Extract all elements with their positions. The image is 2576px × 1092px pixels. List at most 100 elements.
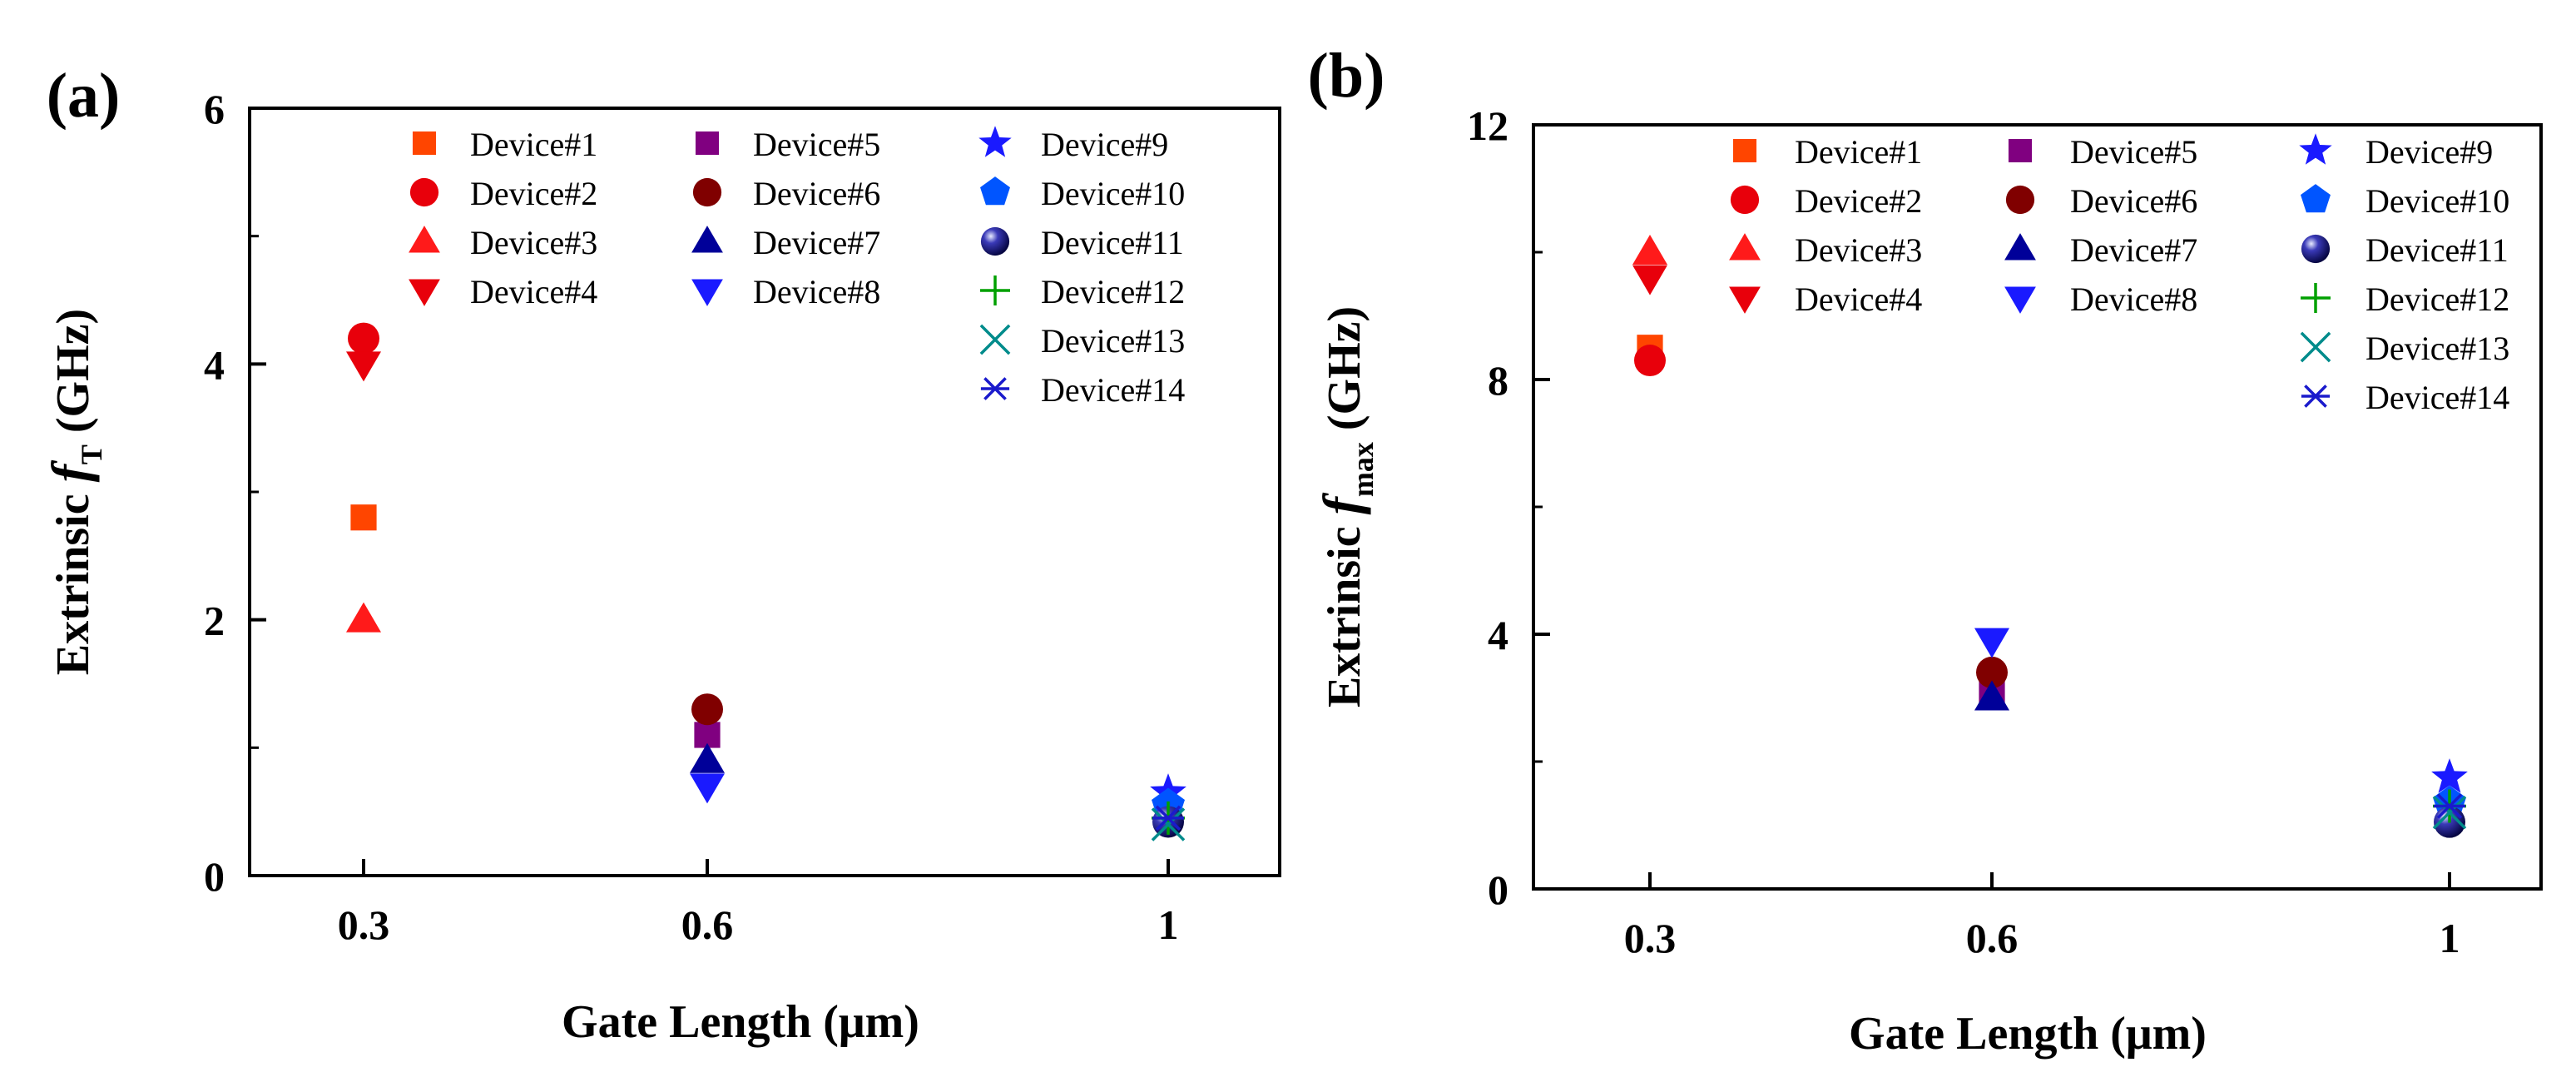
legend-label: Device#12	[2365, 280, 2509, 318]
legend-label: Device#11	[2365, 231, 2509, 269]
legend-marker	[692, 177, 722, 207]
legend-label: Device#3	[1795, 231, 1922, 269]
legend-label: Device#4	[470, 273, 597, 310]
legend-marker	[978, 126, 1012, 157]
data-point	[2434, 793, 2465, 819]
panel-b: (b) 0 4 8 12 0.3 0.6 1 Gate Length (μm) Extrinsic…	[1308, 41, 2543, 1060]
legend-label: Device#13	[1041, 322, 1185, 360]
data-point	[350, 504, 377, 531]
legend-label: Device#7	[2070, 231, 2197, 269]
legend-marker	[2299, 133, 2332, 165]
data-point	[346, 602, 381, 633]
legend-marker	[980, 226, 1010, 256]
data-point	[2431, 758, 2468, 793]
legend: Device#1 Device#2 Device#3 Device#4 Device#5…	[409, 126, 1185, 409]
legend-label: Device#8	[753, 273, 880, 310]
panel-a: (a) 0 2 4 6 0.3 0.6 1 Gate Length (μm) Extrinsic …	[41, 61, 1281, 1048]
legend-label: Device#11	[1041, 224, 1184, 261]
y-tick-label: 12	[1467, 102, 1508, 149]
data-point	[1974, 680, 2009, 711]
y-tick-label: 4	[1488, 612, 1508, 658]
legend-label: Device#9	[2365, 133, 2493, 171]
legend-marker	[2301, 234, 2331, 264]
legend-marker	[412, 131, 437, 156]
y-tick-label: 6	[204, 86, 225, 132]
legend-marker	[2301, 283, 2331, 313]
legend-label: Device#14	[1041, 371, 1185, 409]
panel-label: (a)	[47, 61, 121, 131]
legend-label: Device#10	[2365, 182, 2509, 220]
data-point	[348, 322, 379, 355]
legend-label: Device#4	[1795, 280, 1922, 318]
legend-label: Device#10	[1041, 175, 1185, 212]
y-tick-label: 2	[204, 598, 225, 644]
legend-marker	[2301, 184, 2331, 213]
legend-marker	[2005, 185, 2035, 215]
legend-marker	[2300, 331, 2331, 363]
data-point	[1632, 265, 1667, 295]
legend-label: Device#5	[2070, 133, 2197, 171]
data-points	[346, 322, 1186, 841]
legend-marker	[409, 177, 439, 207]
data-points	[1632, 235, 2468, 838]
x-tick-label: 0.6	[1966, 915, 2019, 961]
data-point	[690, 742, 725, 773]
data-point	[690, 773, 725, 804]
y-tick-label: 8	[1488, 357, 1508, 404]
data-point	[1974, 628, 2009, 658]
legend-marker	[2008, 138, 2033, 163]
data-point	[1151, 807, 1186, 841]
legend-label: Device#8	[2070, 280, 2197, 318]
legend-label: Device#13	[2365, 330, 2509, 367]
legend-marker	[1730, 185, 1760, 215]
data-point	[346, 351, 381, 382]
legend-marker	[1729, 286, 1761, 314]
legend-marker	[695, 131, 720, 156]
legend-marker	[691, 226, 723, 253]
y-axis-title: Extrinsic fT (GHz)	[41, 309, 108, 675]
legend-marker	[1729, 233, 1761, 261]
data-point	[691, 693, 723, 726]
x-tick-label: 0.3	[1624, 915, 1677, 961]
legend-label: Device#7	[753, 224, 880, 261]
data-point	[1152, 805, 1184, 831]
legend-label: Device#2	[1795, 182, 1922, 220]
data-point	[1634, 345, 1666, 377]
legend-label: Device#9	[1041, 126, 1168, 163]
legend-marker	[980, 176, 1010, 206]
legend: Device#1 Device#2 Device#3 Device#4 Device#5…	[1729, 133, 2509, 416]
x-tick-label: 0.3	[338, 901, 390, 948]
legend-label: Device#1	[470, 126, 597, 163]
x-axis-title: Gate Length (μm)	[562, 996, 919, 1048]
legend-label: Device#6	[753, 175, 880, 212]
legend-marker	[980, 275, 1010, 305]
legend-label: Device#12	[1041, 273, 1185, 310]
legend-marker	[409, 279, 440, 306]
y-tick-label: 0	[204, 853, 225, 900]
x-tick-label: 1	[2440, 915, 2460, 961]
legend-label: Device#14	[2365, 379, 2509, 416]
legend-marker	[2004, 233, 2036, 261]
data-point	[2432, 795, 2467, 830]
legend-marker	[1732, 138, 1757, 163]
legend-label: Device#2	[470, 175, 597, 212]
legend-label: Device#3	[470, 224, 597, 261]
y-axis-title: Extrinsic fmax (GHz)	[1312, 306, 1380, 707]
x-tick-label: 1	[1158, 901, 1179, 948]
legend-marker	[980, 377, 1010, 400]
x-tick-label: 0.6	[681, 901, 734, 948]
data-point	[1632, 235, 1667, 265]
x-axis-title: Gate Length (μm)	[1849, 1008, 2207, 1060]
legend-label: Device#1	[1795, 133, 1922, 171]
legend-label: Device#6	[2070, 182, 2197, 220]
legend-label: Device#5	[753, 126, 880, 163]
y-tick-label: 0	[1488, 866, 1508, 913]
legend-marker	[2004, 286, 2036, 314]
legend-marker	[2301, 385, 2331, 408]
legend-marker	[409, 226, 440, 253]
legend-marker	[979, 324, 1011, 355]
data-point	[1976, 656, 2008, 688]
y-tick-label: 4	[204, 341, 225, 388]
panel-label: (b)	[1308, 41, 1385, 111]
